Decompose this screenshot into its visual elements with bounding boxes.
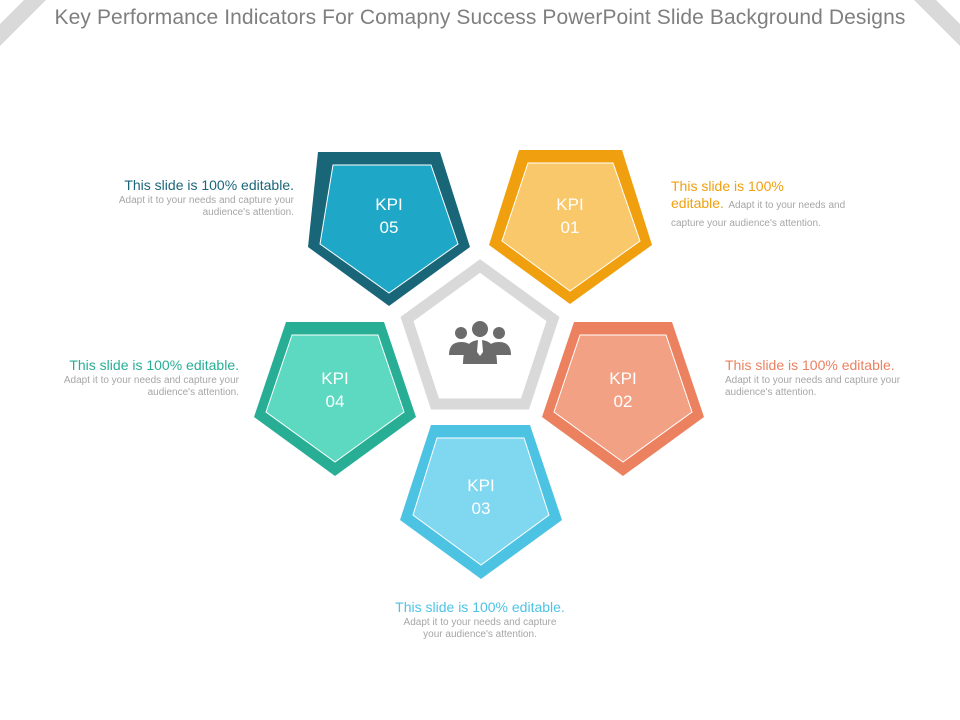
kpi-03-description: This slide is 100% editable. Adapt it to…	[370, 600, 590, 641]
kpi-05-label: KPI	[375, 195, 402, 214]
kpi-01-heading: This slide is 100%	[671, 178, 784, 194]
kpi-04-description: This slide is 100% editable. Adapt it to…	[6, 358, 239, 399]
kpi-01-body: Adapt it to your needs and capture your …	[671, 200, 846, 229]
kpi-02-pentagon: KPI 02	[542, 322, 704, 476]
kpi-05-description: This slide is 100% editable. Adapt it to…	[60, 178, 294, 219]
kpi-03-pentagon: KPI 03	[400, 425, 562, 579]
kpi-01-heading-cont: editable.	[671, 195, 724, 211]
slide-title: Key Performance Indicators For Comapny S…	[54, 6, 906, 29]
kpi-03-heading: This slide is 100% editable.	[395, 599, 565, 615]
kpi-02-heading: This slide is 100% editable.	[725, 357, 895, 373]
kpi-02-label: KPI	[609, 369, 636, 388]
kpi-04-heading: This slide is 100% editable.	[69, 357, 239, 373]
corner-decoration-left	[0, 0, 46, 46]
kpi-04-number: 04	[326, 392, 345, 411]
kpi-02-body: Adapt it to your needs and capture your …	[725, 375, 901, 398]
kpi-04-body: Adapt it to your needs and capture your …	[63, 375, 239, 398]
kpi-01-label: KPI	[556, 195, 583, 214]
center-pentagon	[400, 259, 560, 410]
kpi-03-body: Adapt it to your needs and capture your …	[403, 617, 557, 640]
kpi-01-number: 01	[561, 218, 580, 237]
kpi-05-body: Adapt it to your needs and capture your …	[118, 195, 294, 218]
kpi-05-heading: This slide is 100% editable.	[124, 177, 294, 193]
kpi-01-pentagon: KPI 01	[489, 150, 652, 304]
kpi-04-pentagon: KPI 04	[254, 322, 416, 476]
kpi-03-number: 03	[472, 499, 491, 518]
kpi-02-number: 02	[614, 392, 633, 411]
kpi-05-number: 05	[380, 218, 399, 237]
corner-decoration-right	[914, 0, 960, 46]
kpi-03-label: KPI	[467, 476, 494, 495]
kpi-04-label: KPI	[321, 369, 348, 388]
kpi-05-pentagon: KPI 05	[308, 152, 470, 306]
kpi-01-description: This slide is 100% editable. Adapt it to…	[671, 179, 861, 230]
kpi-02-description: This slide is 100% editable. Adapt it to…	[725, 358, 925, 399]
people-group-icon	[449, 321, 511, 364]
